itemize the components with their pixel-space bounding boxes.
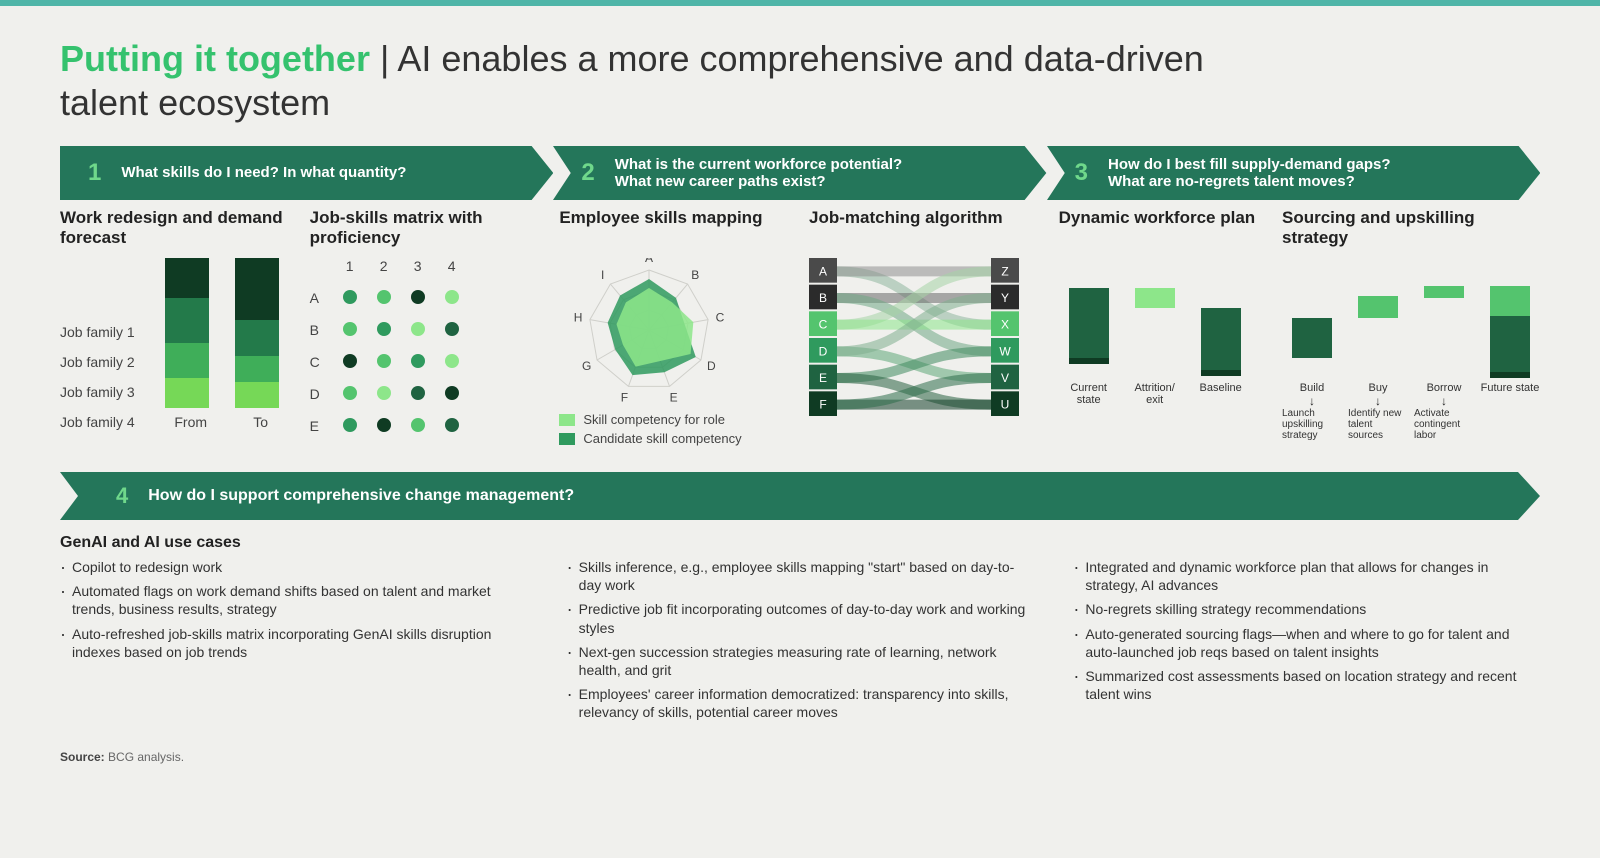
legend-cand: Candidate skill competency	[583, 431, 741, 446]
job-family-labels: Job family 1Job family 2Job family 3Job …	[60, 320, 135, 430]
svg-text:F: F	[819, 398, 826, 412]
waterfall-a: Current stateAttrition/ exitBaseline	[1059, 258, 1264, 406]
svg-text:I: I	[601, 268, 604, 282]
sankey-chart: ABCDEF ZYXWVU	[809, 258, 1041, 418]
svg-text:X: X	[1001, 318, 1009, 332]
section-3: Dynamic workforce plan Current stateAttr…	[1059, 208, 1540, 446]
section-1: Work redesign and demand forecast Job fa…	[60, 208, 541, 446]
band4-num: 4	[116, 483, 128, 509]
legend-role: Skill competency for role	[583, 412, 725, 427]
radar-chart: A B C D E F G H I	[559, 258, 791, 408]
sec1b-title: Job-skills matrix with proficiency	[310, 208, 542, 248]
svg-text:A: A	[819, 264, 827, 278]
arrow-band-4: 4 How do I support comprehensive change …	[60, 472, 1540, 520]
section-2: Employee skills mapping ABCDEFGHI Skill …	[559, 208, 1040, 446]
stacked-bar-to	[235, 258, 279, 408]
svg-text:V: V	[1001, 371, 1009, 385]
stacked-bar-from	[165, 258, 209, 408]
sec3a: Dynamic workforce plan Current stateAttr…	[1059, 208, 1264, 441]
sec2b: Job-matching algorithm ABCDEF ZYXWVU	[809, 208, 1041, 446]
title-highlight: Putting it together	[60, 38, 370, 79]
sec2a-title: Employee skills mapping	[559, 208, 791, 248]
sec1a-title: Work redesign and demand forecast	[60, 208, 292, 248]
title-rest2: talent ecosystem	[60, 82, 1540, 124]
svg-text:E: E	[819, 371, 827, 385]
usecases-title: GenAI and AI use cases	[60, 534, 1540, 552]
source-text: BCG analysis.	[108, 750, 184, 764]
legend-role-swatch	[559, 414, 575, 426]
sec3b: Sourcing and upskilling strategy Build↓L…	[1282, 208, 1540, 441]
svg-text:G: G	[582, 359, 591, 373]
arrow-bands: 1What skills do I need? In what quantity…	[60, 146, 1540, 200]
to-label: To	[239, 414, 283, 430]
svg-text:E: E	[670, 391, 678, 405]
source-label: Source:	[60, 750, 105, 764]
svg-text:F: F	[621, 391, 628, 405]
sec2a: Employee skills mapping A B C D E F G H I Skill …	[559, 208, 791, 446]
svg-text:D: D	[707, 359, 716, 373]
svg-text:H: H	[574, 310, 583, 324]
svg-text:C: C	[716, 310, 725, 324]
svg-text:B: B	[692, 268, 700, 282]
title-sep: |	[370, 38, 397, 79]
sec2b-title: Job-matching algorithm	[809, 208, 1041, 248]
svg-text:Z: Z	[1001, 264, 1008, 278]
svg-text:C: C	[819, 318, 828, 332]
title-rest1: AI enables a more comprehensive and data…	[397, 38, 1203, 79]
sec1b: Job-skills matrix with proficiency 1234A…	[310, 208, 542, 446]
from-label: From	[169, 414, 213, 430]
svg-text:W: W	[999, 344, 1011, 358]
usecases-columns: Copilot to redesign workAutomated flags …	[60, 558, 1540, 728]
source: Source: BCG analysis.	[60, 750, 1540, 764]
page-title: Putting it together | AI enables a more …	[60, 38, 1540, 124]
band4-text: How do I support comprehensive change ma…	[148, 487, 574, 505]
svg-text:Y: Y	[1001, 291, 1009, 305]
svg-text:D: D	[819, 344, 828, 358]
svg-text:B: B	[819, 291, 827, 305]
sec3b-title: Sourcing and upskilling strategy	[1282, 208, 1540, 248]
skills-matrix: 1234ABCDE	[310, 258, 542, 446]
waterfall-b: Build↓Launch upskilling strategyBuy↓Iden…	[1282, 258, 1540, 441]
sec3a-title: Dynamic workforce plan	[1059, 208, 1264, 248]
svg-text:U: U	[1001, 398, 1010, 412]
sec1a: Work redesign and demand forecast Job fa…	[60, 208, 292, 446]
svg-text:A: A	[645, 258, 653, 265]
legend-cand-swatch	[559, 433, 575, 445]
